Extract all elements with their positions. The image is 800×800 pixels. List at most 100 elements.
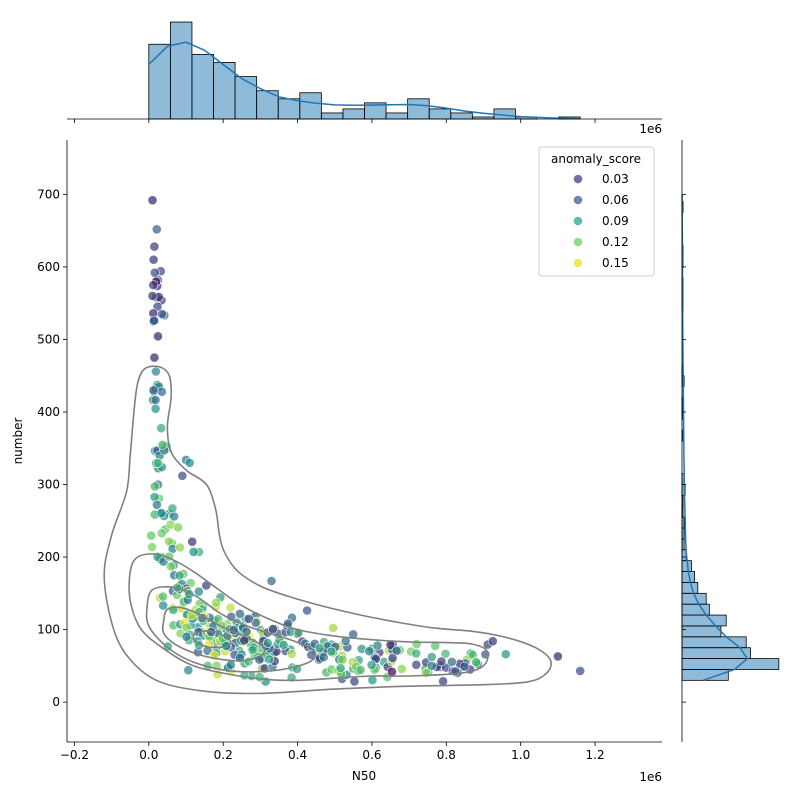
scatter-point (243, 656, 254, 667)
scatter-point (148, 280, 159, 290)
top-offset-text: 1e6 (639, 122, 662, 136)
scatter-point (446, 657, 457, 667)
scatter-point (151, 499, 162, 510)
scatter-point (318, 652, 329, 663)
scatter-point (174, 570, 185, 581)
legend-marker (573, 216, 583, 226)
top-hist-bar (191, 53, 214, 120)
x-tick-label: 0.0 (139, 748, 158, 762)
right-hist-bar (681, 582, 699, 594)
scatter-point (411, 659, 422, 670)
scatter-point (459, 661, 470, 672)
legend-frame (538, 146, 655, 277)
scatter-point (149, 241, 160, 252)
top-kde-curve (148, 41, 581, 120)
y-tick-label: 600 (37, 260, 60, 274)
legend-title: anomaly_score (551, 152, 641, 166)
scatter-point (156, 508, 167, 518)
scatter-points (146, 195, 586, 687)
main-axes: −0.2 0.0 0.2 0.4 0.6 0.8 1.0 1.2 0 100 200 300 400 5… (11, 140, 662, 784)
scatter-point (553, 651, 563, 662)
y-tick-label: 0 (52, 695, 60, 709)
scatter-point (426, 652, 437, 662)
y-tick-label: 400 (37, 405, 60, 419)
scatter-point (147, 542, 157, 552)
legend-label: 0.12 (602, 235, 629, 249)
scatter-point (264, 654, 275, 665)
scatter-point (575, 666, 586, 676)
x-tick-label: 0.2 (214, 748, 233, 762)
legend-label: 0.15 (602, 256, 629, 270)
right-marginal (681, 140, 780, 742)
scatter-point (440, 648, 451, 659)
right-hist-bar (681, 636, 747, 649)
scatter-point (487, 636, 498, 647)
right-hist-bar (681, 658, 780, 670)
scatter-point (387, 666, 397, 677)
scatter-point (167, 503, 178, 514)
right-marginal-ticks (682, 193, 686, 703)
scatter-point (149, 315, 159, 326)
scatter-point (149, 267, 160, 278)
scatter-point (500, 649, 511, 660)
scatter-point (411, 639, 422, 649)
legend-marker (573, 195, 583, 205)
legend: anomaly_score 0.03 0.06 0.09 0.12 0.15 (538, 146, 655, 277)
top-hist-bar (385, 112, 409, 120)
scatter-point (187, 536, 198, 547)
scatter-point (158, 591, 168, 602)
x-tick-label: −0.2 (60, 748, 89, 762)
scatter-point (337, 654, 348, 665)
scatter-point (411, 648, 422, 659)
y-tick-label: 500 (37, 332, 60, 346)
kde-contour-line (103, 365, 552, 695)
scatter-point (158, 600, 169, 611)
scatter-point (150, 366, 161, 377)
x-axis-label: N50 (352, 769, 376, 783)
scatter-point (177, 470, 188, 481)
scatter-point (150, 403, 161, 414)
y-tick-label: 300 (37, 478, 60, 492)
top-hist-bar (148, 43, 171, 120)
scatter-point (254, 672, 265, 682)
right-hist-bar (681, 614, 727, 627)
top-hist-bar (450, 112, 473, 120)
kde-contour-line (192, 630, 232, 649)
scatter-point (349, 676, 360, 687)
scatter-point (438, 676, 448, 687)
scatter-point (146, 530, 157, 541)
scatter-point (234, 608, 245, 619)
x-tick-label: 0.6 (362, 748, 381, 762)
kde-contour-line (161, 606, 266, 662)
scatter-point (173, 522, 183, 533)
scatter-point (151, 224, 162, 235)
scatter-point (181, 631, 192, 642)
scatter-point (147, 195, 158, 206)
top-hist-bar (342, 108, 365, 120)
x-tick-label: 1.0 (511, 748, 530, 762)
kde-contours (103, 365, 552, 695)
top-hist-bar (407, 98, 430, 120)
top-hist-bar (299, 92, 322, 120)
scatter-point (211, 597, 222, 608)
top-hist-bar (428, 108, 452, 120)
scatter-point (152, 457, 163, 468)
top-hist-bar (234, 76, 258, 120)
scatter-point (193, 586, 204, 597)
scatter-point (471, 657, 481, 668)
scatter-point (165, 561, 176, 572)
scatter-point (335, 663, 346, 673)
scatter-point (156, 528, 167, 539)
scatter-point (267, 624, 278, 634)
legend-marker (573, 174, 583, 184)
scatter-point (148, 385, 159, 396)
scatter-point (147, 290, 158, 301)
scatter-point (426, 661, 437, 671)
top-marginal-ticks (74, 119, 596, 123)
x-offset-text: 1e6 (639, 770, 662, 784)
scatter-point (391, 645, 402, 656)
scatter-point (430, 641, 441, 651)
kde-contour-line (128, 553, 489, 682)
scatter-point (183, 665, 194, 676)
